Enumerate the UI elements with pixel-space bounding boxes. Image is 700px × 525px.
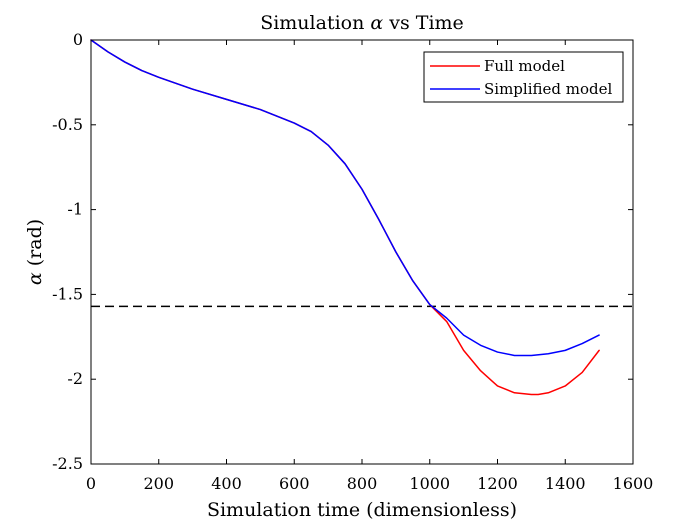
x-tick-label: 1600 <box>613 474 654 493</box>
x-tick-label: 1200 <box>477 474 518 493</box>
y-tick-label: 0 <box>73 30 83 49</box>
x-axis-ticks: 0 200 400 600 800 1000 1200 1400 1600 <box>86 40 653 493</box>
x-tick-label: 1400 <box>545 474 586 493</box>
chart-title-suffix: vs Time <box>383 12 464 34</box>
chart-title: Simulation α vs Time <box>260 12 464 34</box>
y-tick-label: -1 <box>67 200 83 219</box>
y-axis-label: α (rad) <box>24 219 46 285</box>
y-axis-label-suffix: (rad) <box>24 219 46 272</box>
plot-area <box>91 40 633 464</box>
x-tick-label: 600 <box>279 474 310 493</box>
y-axis-label-symbol: α <box>24 272 46 285</box>
y-tick-label: -2.5 <box>52 454 83 473</box>
x-tick-label: 1000 <box>409 474 450 493</box>
series-layer <box>90 39 600 396</box>
y-tick-label: -0.5 <box>52 115 83 134</box>
y-tick-label: -1.5 <box>52 284 83 303</box>
x-tick-label: 800 <box>347 474 378 493</box>
legend-label-simplified-model: Simplified model <box>484 80 612 98</box>
x-axis-label: Simulation time (dimensionless) <box>207 499 517 521</box>
x-tick-label: 200 <box>143 474 174 493</box>
y-tick-label: -2 <box>67 369 83 388</box>
chart-title-symbol: α <box>370 12 383 34</box>
legend-box <box>423 51 624 103</box>
series-line-simplified-model <box>90 39 600 357</box>
chart-title-prefix: Simulation <box>260 12 370 34</box>
legend: Full model Simplified model <box>423 51 624 103</box>
x-tick-label: 400 <box>211 474 242 493</box>
y-axis-ticks: 0 -0.5 -1 -1.5 -2 -2.5 <box>52 30 633 473</box>
legend-label-full-model: Full model <box>484 57 565 75</box>
x-tick-label: 0 <box>86 474 96 493</box>
